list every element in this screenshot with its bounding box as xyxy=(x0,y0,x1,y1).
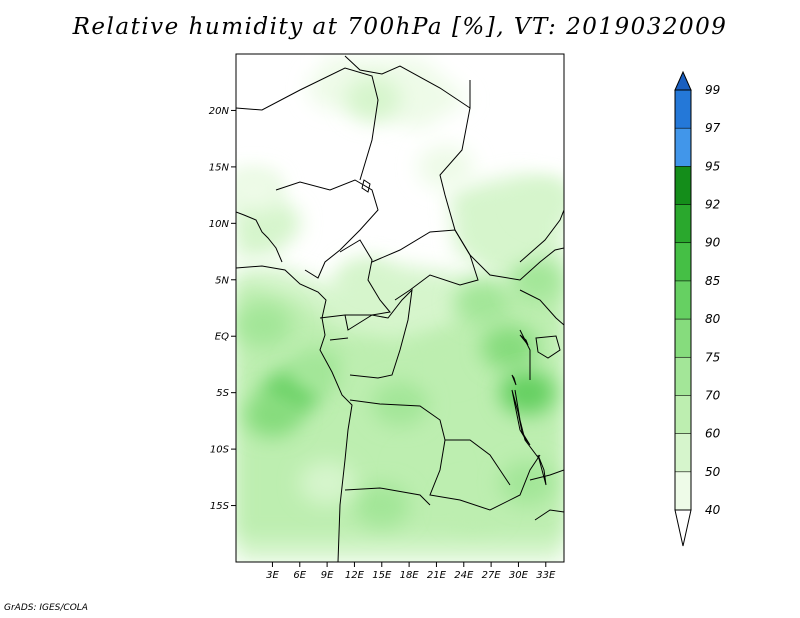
colorbar-label: 75 xyxy=(705,350,720,364)
lake-kivu xyxy=(511,374,517,386)
lon-tick-label: 9E xyxy=(321,570,334,581)
lat-tick-label: 20N xyxy=(209,106,230,117)
humidity-blob xyxy=(353,483,410,528)
border-east-lakes xyxy=(514,289,564,461)
lat-tick-label: 15N xyxy=(209,162,230,173)
lon-tick-label: 24E xyxy=(454,570,474,581)
colorbar-segment xyxy=(675,204,691,243)
border-angola-south xyxy=(344,487,431,506)
lat-tick-label: EQ xyxy=(215,332,229,343)
colorbar-segment xyxy=(675,433,691,472)
colorbar-segment xyxy=(675,166,691,205)
longitude-axis: 3E 6E 9E 12E 15E 18E 21E 24E 27E 30E 33E xyxy=(266,562,556,581)
humidity-blob xyxy=(299,460,356,505)
humidity-blob xyxy=(417,336,474,381)
colorbar-segment xyxy=(675,242,691,281)
colorbar-label: 90 xyxy=(705,236,721,250)
humidity-blob xyxy=(335,257,392,302)
colorbar-under-triangle xyxy=(674,509,692,547)
colorbar-label: 70 xyxy=(705,388,721,402)
colorbar: 40 50 60 70 75 80 85 90 92 95 97 99 xyxy=(674,70,721,547)
lake-albert xyxy=(519,334,529,346)
lat-tick-label: 10S xyxy=(210,445,230,456)
credit-label: GrADS: IGES/COLA xyxy=(4,603,88,613)
colorbar-segment xyxy=(675,90,691,129)
lon-tick-label: 27E xyxy=(482,570,502,581)
colorbar-label: 40 xyxy=(705,503,721,517)
lon-tick-label: 33E xyxy=(536,570,556,581)
lon-tick-label: 12E xyxy=(345,570,365,581)
lake-chad xyxy=(361,179,371,193)
coastline-west xyxy=(236,265,353,562)
border-mozambique xyxy=(529,469,564,521)
lat-tick-label: 10N xyxy=(209,219,230,230)
humidity-blob xyxy=(444,483,501,528)
plot-frame xyxy=(235,53,565,563)
lat-tick-label: 15S xyxy=(210,501,230,512)
colorbar-label: 92 xyxy=(705,198,720,212)
humidity-blob xyxy=(517,178,564,223)
humidity-blob xyxy=(499,460,556,505)
lake-outlines xyxy=(361,179,561,486)
lon-tick-label: 30E xyxy=(509,570,529,581)
coastline-guinea xyxy=(236,211,283,263)
lat-tick-label: 5S xyxy=(216,388,229,399)
humidity-blob xyxy=(344,348,401,393)
lake-malawi xyxy=(537,454,547,486)
border-sahel xyxy=(236,67,379,181)
lat-tick-label: 5N xyxy=(215,275,229,286)
map-title: Relative humidity at 700hPa [%], VT: 201… xyxy=(72,14,728,40)
humidity-blob xyxy=(499,370,556,415)
border-east-ethiopia xyxy=(519,209,564,263)
humidity-shading xyxy=(236,54,564,562)
colorbar-label: 60 xyxy=(705,427,721,441)
colorbar-segment xyxy=(675,280,691,320)
humidity-blob xyxy=(244,393,301,438)
humidity-blob xyxy=(244,201,301,246)
border-zambia xyxy=(429,439,541,511)
colorbar-label: 97 xyxy=(705,121,721,135)
colorbar-segment xyxy=(675,357,691,396)
lon-tick-label: 21E xyxy=(427,570,447,581)
humidity-blob xyxy=(372,381,428,426)
border-gabon xyxy=(319,314,349,341)
border-cameroon xyxy=(339,239,391,316)
colorbar-segment xyxy=(675,319,691,358)
latitude-axis: 20N 15N 10N 5N EQ 5S 10S 15S xyxy=(209,106,236,512)
colorbar-label: 50 xyxy=(705,465,721,479)
colorbar-segment xyxy=(675,395,691,434)
humidity-blob xyxy=(481,212,538,257)
lon-tick-label: 15E xyxy=(372,570,392,581)
humidity-blob xyxy=(399,449,456,494)
lon-tick-label: 18E xyxy=(400,570,420,581)
colorbar-over-triangle xyxy=(674,70,692,91)
lake-victoria xyxy=(535,335,561,359)
lon-tick-label: 6E xyxy=(293,570,306,581)
lake-tanganyika xyxy=(511,389,531,446)
colorbar-segment xyxy=(675,128,691,167)
border-car xyxy=(371,229,479,301)
humidity-blob xyxy=(344,77,401,122)
humidity-blob xyxy=(290,348,346,393)
colorbar-label: 99 xyxy=(705,83,720,97)
humidity-blob xyxy=(236,302,292,347)
colorbar-label: 80 xyxy=(705,312,721,326)
humidity-blob xyxy=(454,280,510,325)
colorbar-label: 85 xyxy=(705,274,720,288)
border-nigeria xyxy=(275,179,379,279)
humidity-blob xyxy=(236,167,283,212)
border-congo xyxy=(344,288,413,379)
colorbar-label: 95 xyxy=(705,159,720,173)
colorbar-segment xyxy=(675,471,691,510)
humidity-blob xyxy=(417,144,474,189)
lon-tick-label: 3E xyxy=(266,570,279,581)
boundary-lines xyxy=(236,55,564,562)
